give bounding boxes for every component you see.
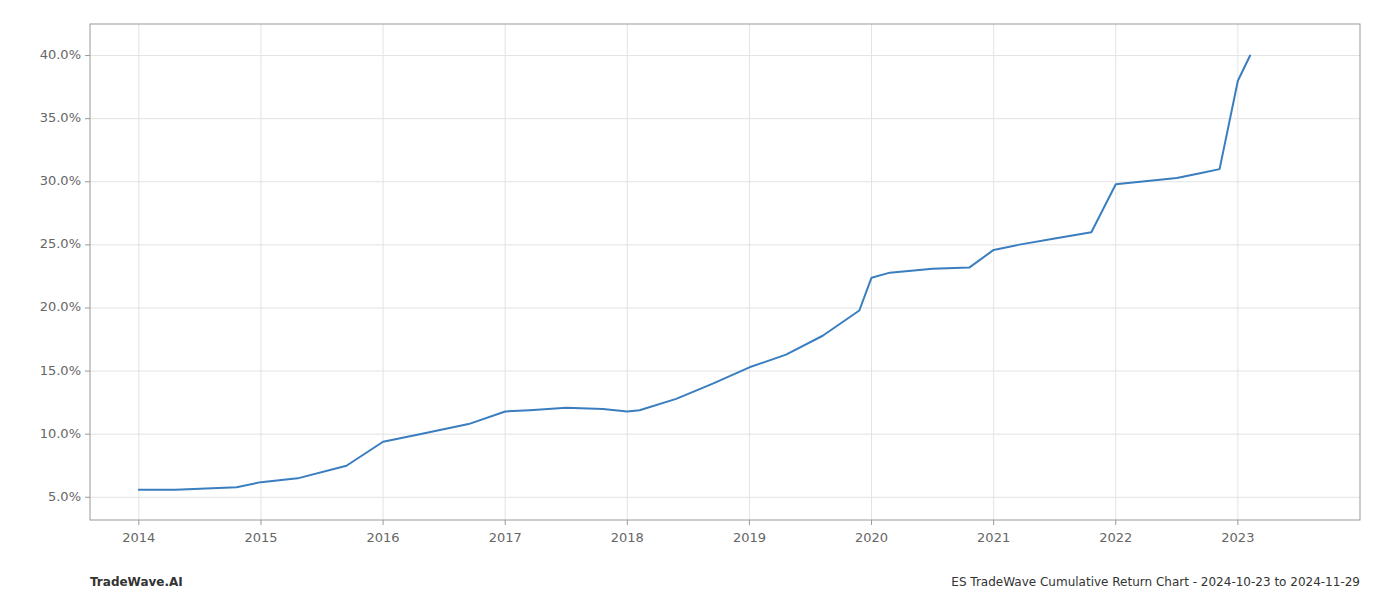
x-grid-line xyxy=(993,24,994,520)
y-grid-line xyxy=(90,371,1360,372)
y-grid-line xyxy=(90,497,1360,498)
y-tick-label: 35.0% xyxy=(40,110,81,125)
chart-container: 5.0% 10.0% 15.0% 20.0% 25.0% 30.0% 35.0% 40.0% 2… xyxy=(0,0,1400,600)
y-tick xyxy=(85,181,90,182)
y-tick xyxy=(85,434,90,435)
x-tick-label: 2014 xyxy=(122,530,155,545)
x-tick xyxy=(749,520,750,525)
y-tick xyxy=(85,497,90,498)
y-grid-line xyxy=(90,181,1360,182)
x-tick-label: 2023 xyxy=(1221,530,1254,545)
x-tick-label: 2022 xyxy=(1099,530,1132,545)
x-tick-label: 2020 xyxy=(855,530,888,545)
y-tick xyxy=(85,244,90,245)
x-tick xyxy=(260,520,261,525)
x-grid-line xyxy=(749,24,750,520)
y-tick xyxy=(85,118,90,119)
y-tick-label: 10.0% xyxy=(40,426,81,441)
x-grid-line xyxy=(871,24,872,520)
x-grid-line xyxy=(505,24,506,520)
y-tick-label: 25.0% xyxy=(40,236,81,251)
grid xyxy=(90,24,1360,520)
x-tick xyxy=(383,520,384,525)
y-tick-label: 20.0% xyxy=(40,299,81,314)
x-tick xyxy=(138,520,139,525)
y-tick xyxy=(85,371,90,372)
data-area xyxy=(139,56,1250,490)
x-tick-label: 2019 xyxy=(733,530,766,545)
x-tick-label: 2017 xyxy=(489,530,522,545)
data-line xyxy=(139,56,1250,490)
x-grid-line xyxy=(627,24,628,520)
y-grid-line xyxy=(90,55,1360,56)
x-tick xyxy=(1237,520,1238,525)
y-grid-line xyxy=(90,244,1360,245)
y-tick xyxy=(85,307,90,308)
y-tick-label: 40.0% xyxy=(40,47,81,62)
y-tick-label: 5.0% xyxy=(48,489,81,504)
texts: 5.0% 10.0% 15.0% 20.0% 25.0% 30.0% 35.0% 40.0% 2… xyxy=(40,47,1360,589)
annotation: ES TradeWave Cumulative Return Chart - 2… xyxy=(951,575,1360,589)
plot-frame xyxy=(90,24,1360,520)
chart-svg: 5.0% 10.0% 15.0% 20.0% 25.0% 30.0% 35.0% 40.0% 2… xyxy=(0,0,1400,600)
x-grid-line xyxy=(1115,24,1116,520)
x-tick-label: 2018 xyxy=(611,530,644,545)
y-grid-line xyxy=(90,307,1360,308)
annotation: TradeWave.AI xyxy=(90,575,183,589)
x-grid-line xyxy=(260,24,261,520)
y-grid-line xyxy=(90,434,1360,435)
x-tick-label: 2021 xyxy=(977,530,1010,545)
axes xyxy=(85,24,1360,525)
x-grid-line xyxy=(138,24,139,520)
x-grid-line xyxy=(383,24,384,520)
y-grid-line xyxy=(90,118,1360,119)
y-tick-label: 15.0% xyxy=(40,363,81,378)
x-tick xyxy=(627,520,628,525)
x-grid-line xyxy=(1237,24,1238,520)
x-tick-label: 2015 xyxy=(244,530,277,545)
y-tick xyxy=(85,55,90,56)
y-tick-label: 30.0% xyxy=(40,173,81,188)
x-tick xyxy=(871,520,872,525)
x-tick xyxy=(993,520,994,525)
x-tick-label: 2016 xyxy=(367,530,400,545)
x-tick xyxy=(505,520,506,525)
x-tick xyxy=(1115,520,1116,525)
